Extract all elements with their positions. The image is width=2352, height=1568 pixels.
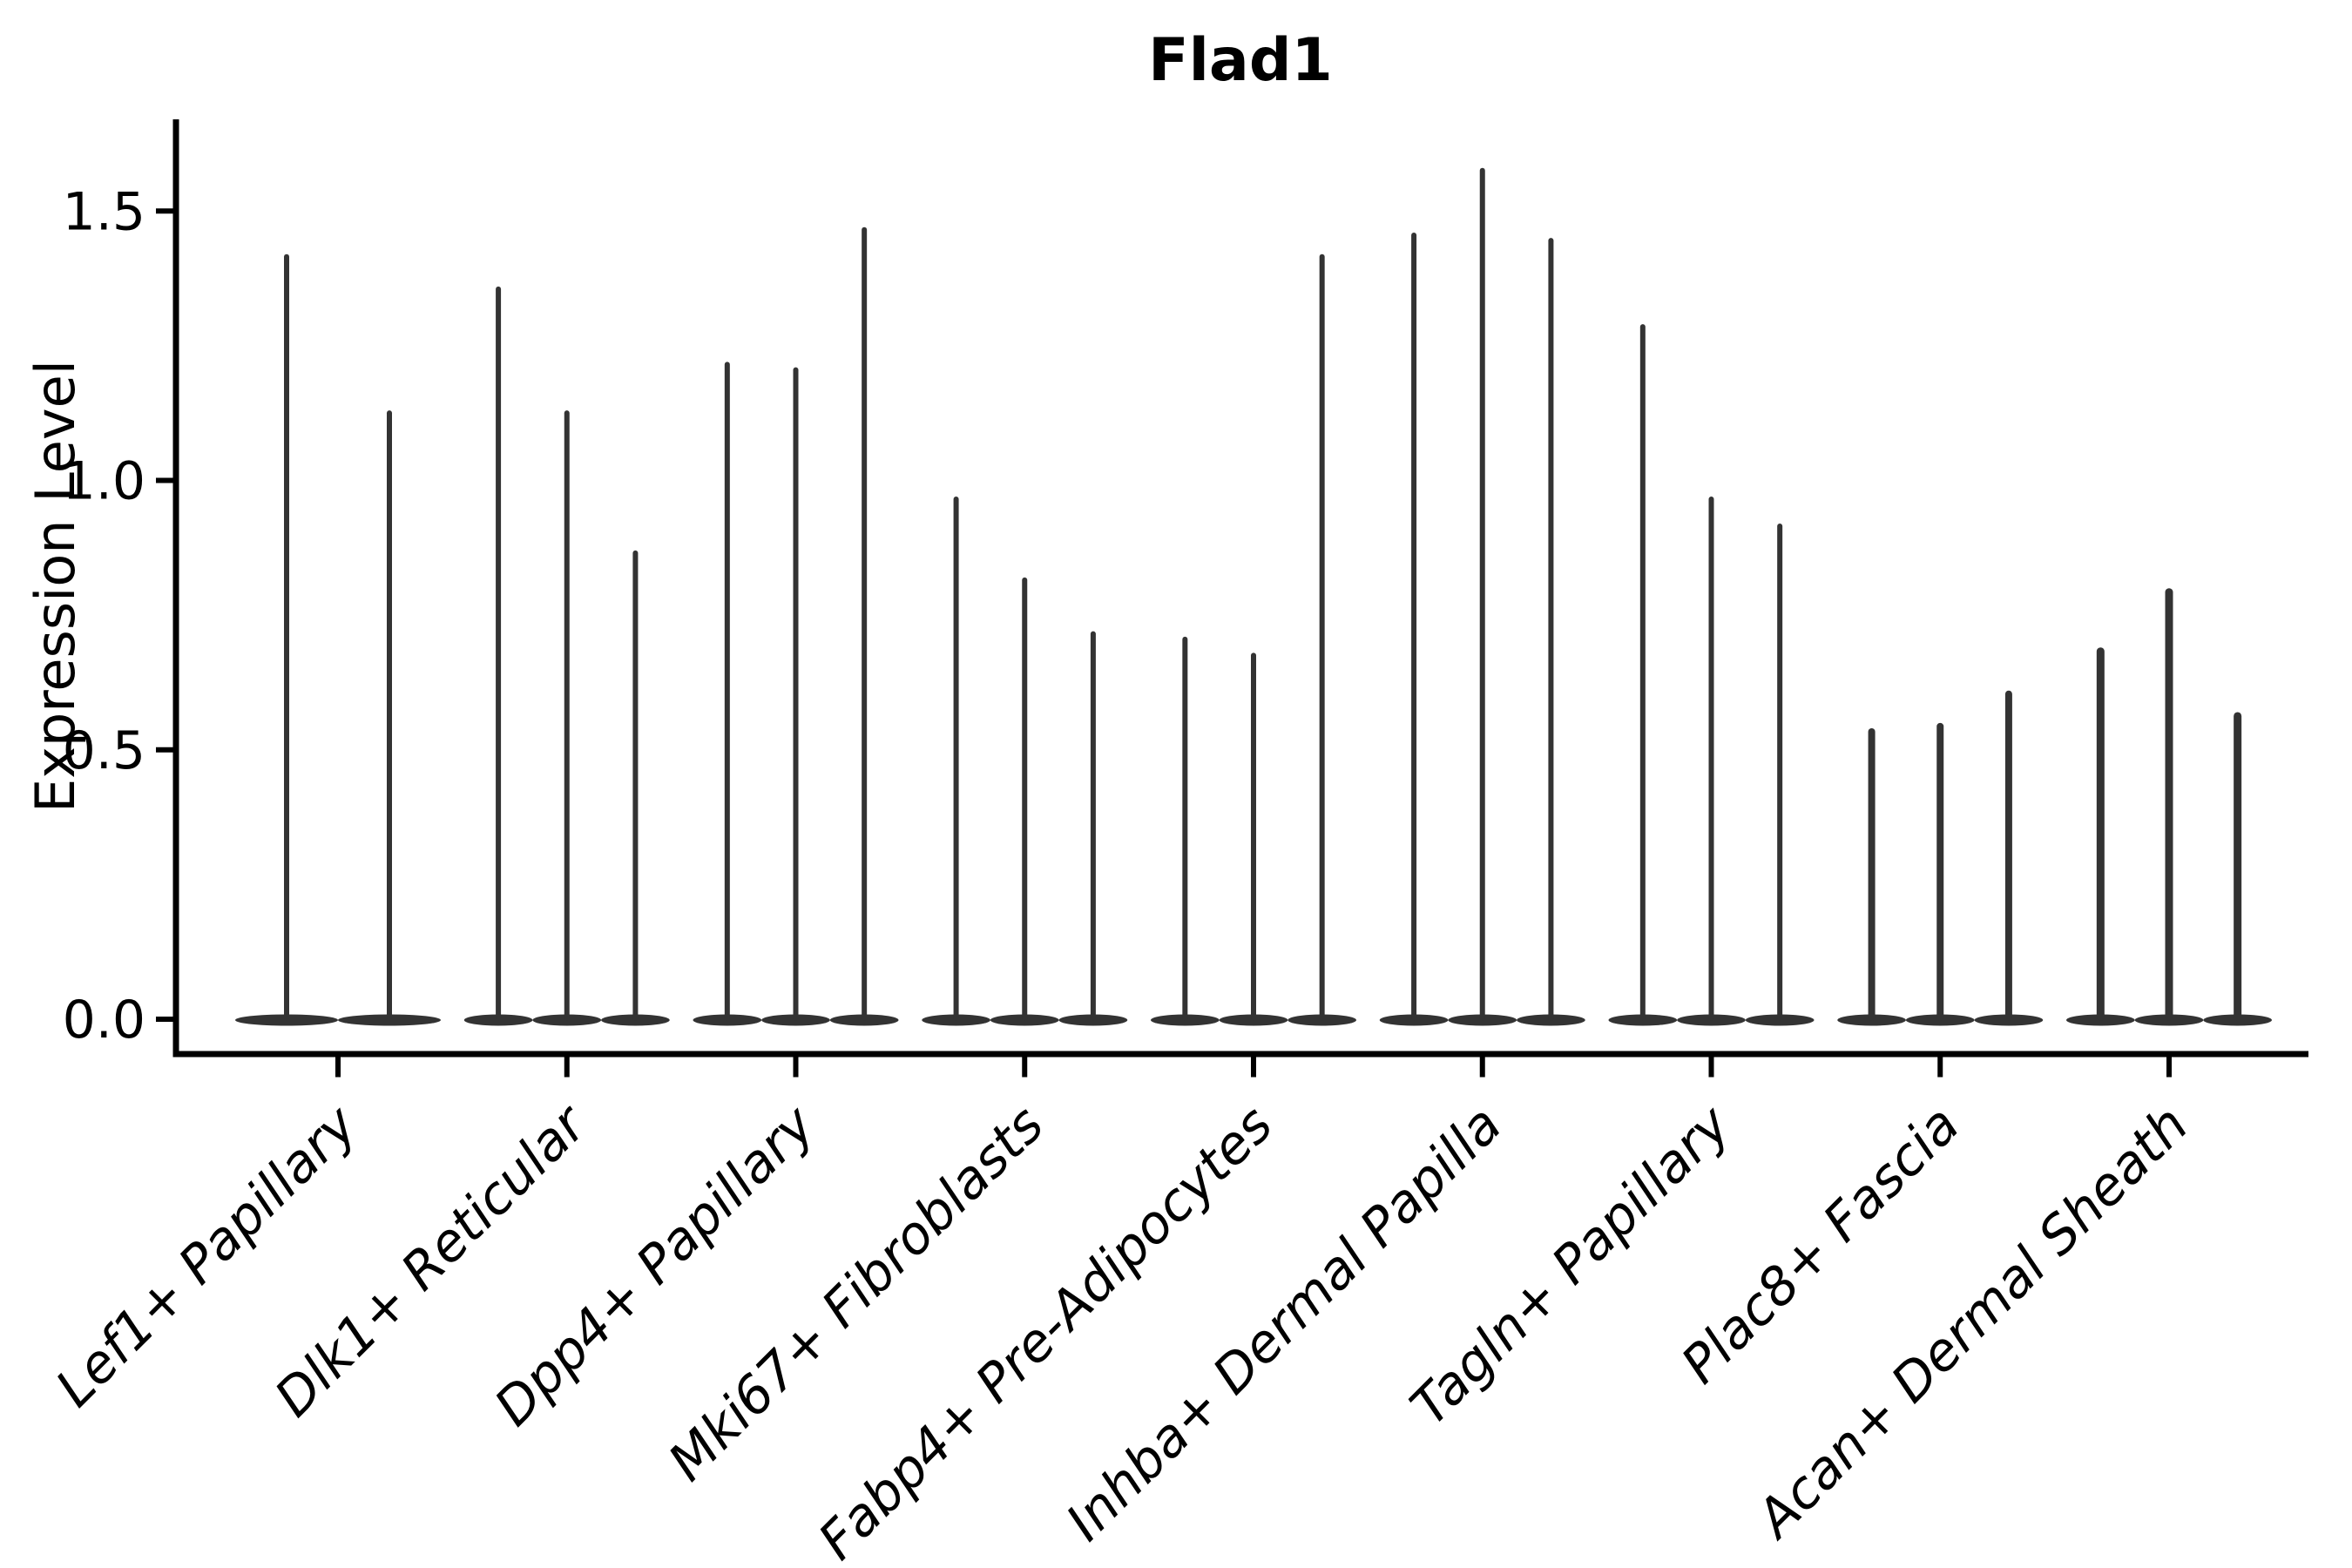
violin — [1608, 324, 1678, 1026]
violin-spike — [724, 362, 730, 1021]
violin — [1837, 728, 1906, 1026]
violin — [829, 226, 899, 1026]
violin — [1379, 232, 1449, 1026]
violin-layer — [235, 167, 2273, 1026]
violin — [761, 367, 830, 1026]
violin-spike — [1411, 232, 1417, 1021]
violin — [338, 410, 441, 1026]
violin-group — [235, 253, 441, 1026]
violin — [235, 253, 338, 1026]
violin — [693, 362, 762, 1026]
violin — [1219, 652, 1288, 1026]
violin-spike — [2096, 647, 2105, 1021]
chart-title: Flad1 — [1148, 26, 1333, 95]
violin-spike — [1182, 636, 1188, 1021]
violin-spike — [1319, 253, 1325, 1022]
violin — [1517, 238, 1585, 1026]
violin-spike — [2004, 690, 2012, 1021]
x-tick-label: Acan+ Dermal Sheath — [1743, 1094, 2200, 1551]
violin — [463, 286, 533, 1026]
violin — [922, 497, 990, 1026]
y-tick-label: 1.5 — [63, 181, 145, 242]
violin — [2066, 647, 2135, 1026]
violin-spike — [564, 410, 570, 1022]
y-tick-label: 1.0 — [63, 451, 145, 512]
violin — [990, 577, 1059, 1026]
violin-spike — [284, 253, 289, 1022]
violin-group — [693, 226, 899, 1026]
violin-spike — [1708, 497, 1714, 1021]
axis-layer — [156, 119, 2308, 1078]
violin-spike — [953, 497, 959, 1021]
violin-spike — [862, 226, 868, 1021]
violin — [1151, 636, 1220, 1026]
violin — [1288, 253, 1356, 1026]
violin-spike — [1090, 631, 1096, 1021]
violin — [601, 550, 670, 1026]
violin — [1974, 690, 2044, 1026]
violin — [2134, 588, 2204, 1026]
violin — [1058, 631, 1128, 1026]
violin-group — [463, 286, 670, 1026]
violin-group — [2066, 588, 2273, 1026]
violin-spike — [1639, 324, 1646, 1021]
violin-group — [922, 497, 1128, 1026]
x-tick-label: Inhba+ Dermal Papilla — [1055, 1094, 1513, 1552]
violin-spike — [387, 410, 392, 1022]
violin-spike — [2165, 588, 2173, 1021]
violin-spike — [632, 550, 639, 1021]
violin — [2203, 712, 2273, 1026]
y-axis-label: Expression Level — [24, 360, 87, 813]
y-tick-label: 0.0 — [63, 990, 145, 1051]
violin — [1745, 523, 1815, 1026]
violin — [1448, 167, 1517, 1026]
y-tick-label: 0.5 — [63, 720, 145, 781]
violin-spike — [1022, 577, 1028, 1021]
violin-group — [1608, 324, 1815, 1026]
violin-spike — [496, 286, 502, 1022]
violin-spike — [1777, 523, 1783, 1021]
violin-spike — [2234, 712, 2242, 1021]
violin-spike — [1251, 652, 1256, 1021]
violin — [1677, 497, 1746, 1026]
violin-spike — [793, 367, 799, 1021]
violin — [532, 410, 602, 1026]
x-tick-label: Fabp4+ Pre-Adipocytes — [807, 1094, 1284, 1568]
violin — [1905, 722, 1975, 1026]
violin-spike — [1868, 728, 1876, 1021]
violin-group — [1151, 253, 1356, 1026]
violin-spike — [1548, 238, 1554, 1021]
x-tick-label: Mki67+ Fibroblasts — [657, 1094, 1056, 1493]
violin-group — [1837, 690, 2044, 1026]
violin-group — [1379, 167, 1585, 1026]
violin-spike — [1936, 722, 1944, 1021]
violin-spike — [1479, 167, 1485, 1021]
